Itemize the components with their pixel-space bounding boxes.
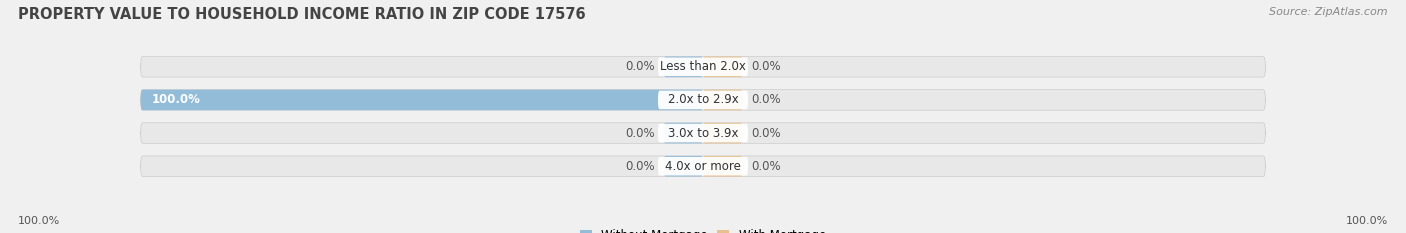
Text: 100.0%: 100.0% — [1346, 216, 1388, 226]
FancyBboxPatch shape — [141, 90, 703, 110]
Text: 0.0%: 0.0% — [626, 60, 655, 73]
Text: PROPERTY VALUE TO HOUSEHOLD INCOME RATIO IN ZIP CODE 17576: PROPERTY VALUE TO HOUSEHOLD INCOME RATIO… — [18, 7, 586, 22]
FancyBboxPatch shape — [658, 58, 748, 76]
FancyBboxPatch shape — [664, 57, 703, 77]
FancyBboxPatch shape — [703, 156, 742, 176]
Text: 0.0%: 0.0% — [751, 127, 780, 140]
Text: 0.0%: 0.0% — [751, 93, 780, 106]
Text: Less than 2.0x: Less than 2.0x — [659, 60, 747, 73]
FancyBboxPatch shape — [141, 123, 1265, 143]
Text: 0.0%: 0.0% — [626, 127, 655, 140]
FancyBboxPatch shape — [141, 57, 1265, 77]
FancyBboxPatch shape — [703, 57, 742, 77]
Text: 0.0%: 0.0% — [626, 160, 655, 173]
Text: 100.0%: 100.0% — [18, 216, 60, 226]
Text: 2.0x to 2.9x: 2.0x to 2.9x — [668, 93, 738, 106]
Legend: Without Mortgage, With Mortgage: Without Mortgage, With Mortgage — [581, 229, 825, 233]
FancyBboxPatch shape — [141, 90, 1265, 110]
FancyBboxPatch shape — [658, 91, 748, 109]
FancyBboxPatch shape — [664, 156, 703, 176]
FancyBboxPatch shape — [658, 157, 748, 175]
FancyBboxPatch shape — [664, 123, 703, 143]
Text: 4.0x or more: 4.0x or more — [665, 160, 741, 173]
Text: 3.0x to 3.9x: 3.0x to 3.9x — [668, 127, 738, 140]
Text: 0.0%: 0.0% — [751, 160, 780, 173]
Text: Source: ZipAtlas.com: Source: ZipAtlas.com — [1270, 7, 1388, 17]
FancyBboxPatch shape — [703, 123, 742, 143]
FancyBboxPatch shape — [658, 124, 748, 142]
Text: 100.0%: 100.0% — [152, 93, 201, 106]
FancyBboxPatch shape — [703, 90, 742, 110]
FancyBboxPatch shape — [141, 156, 1265, 176]
Text: 0.0%: 0.0% — [751, 60, 780, 73]
